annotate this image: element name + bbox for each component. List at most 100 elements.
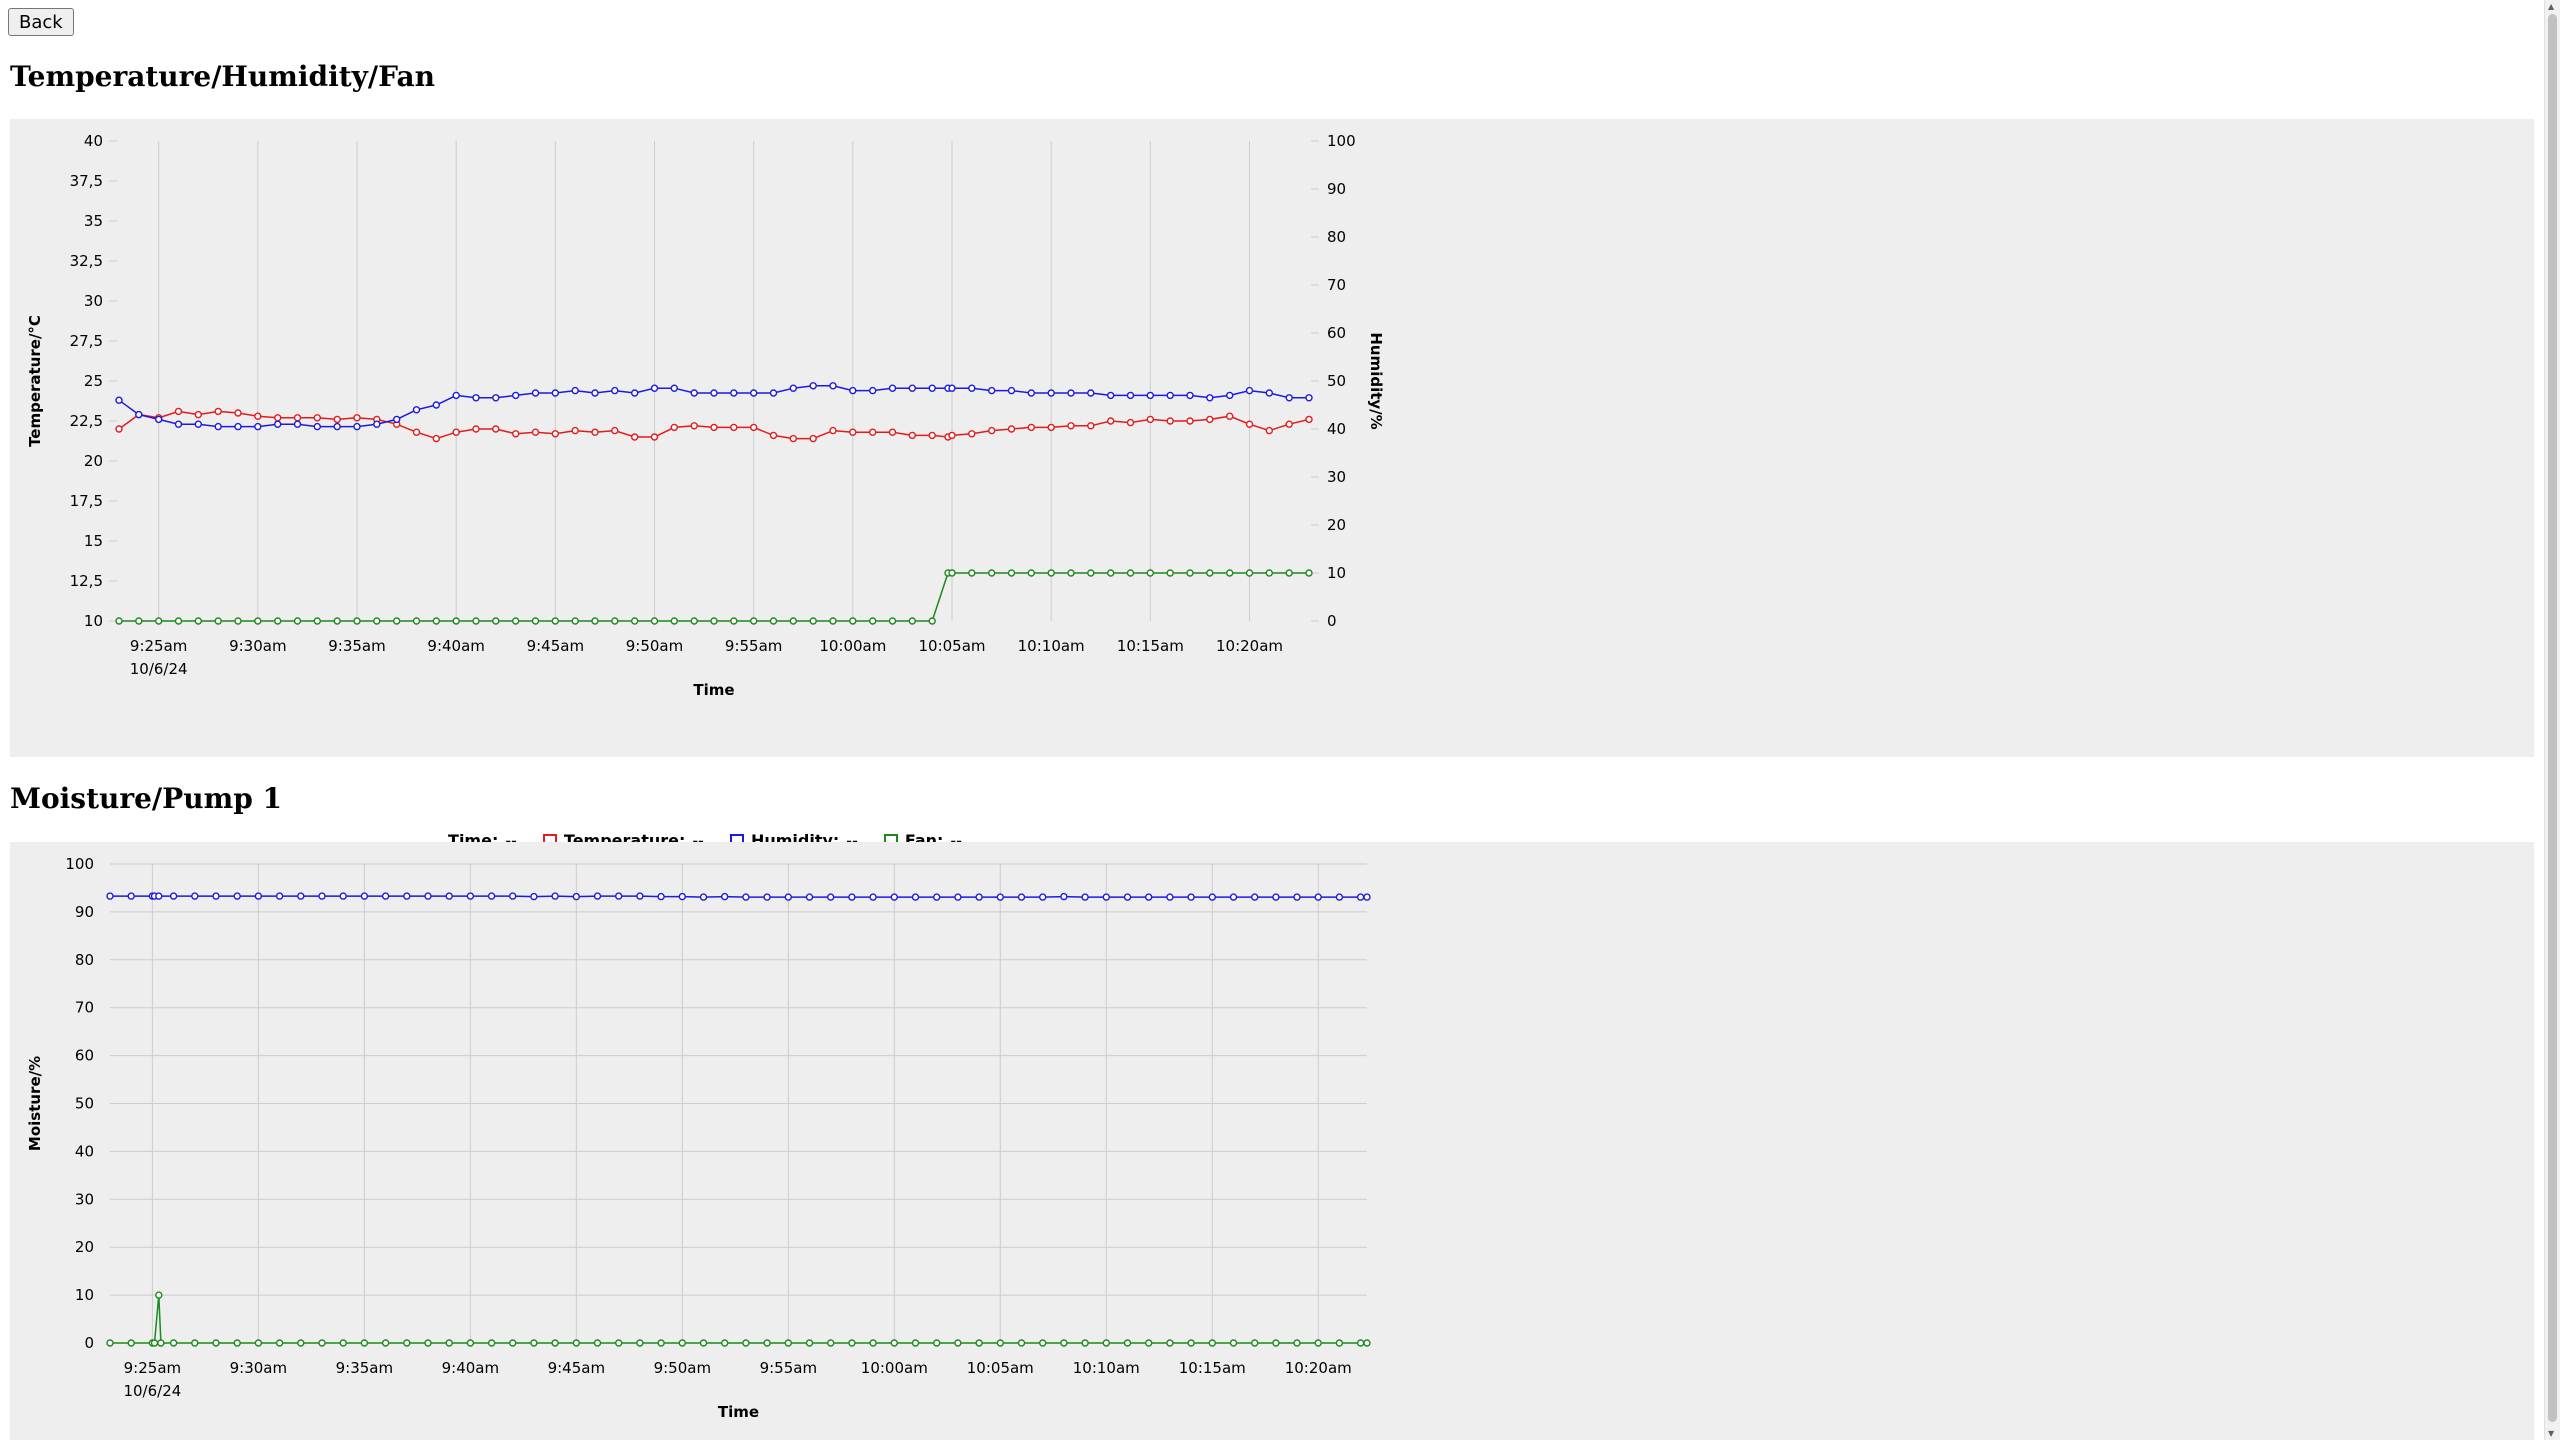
humidity-point xyxy=(333,422,341,431)
fan-point xyxy=(968,569,976,577)
fan-point xyxy=(591,617,599,625)
moisture-point xyxy=(1144,893,1153,901)
humidity-point xyxy=(1027,389,1035,397)
humidity-point xyxy=(829,382,837,390)
legend-fan-value: -- xyxy=(950,831,962,850)
fan-point xyxy=(1285,569,1293,577)
legend-temperature-value: -- xyxy=(692,831,704,850)
pump-1-point xyxy=(1144,1339,1153,1347)
pump-1-point xyxy=(127,1339,135,1347)
moisture-point xyxy=(699,893,708,901)
scroll-up-icon[interactable]: ▲ xyxy=(2548,2,2555,11)
humidity-point xyxy=(1305,394,1313,402)
fan-point xyxy=(393,617,401,625)
temperature-point xyxy=(194,410,203,419)
scroll-down-icon[interactable]: ▼ xyxy=(2548,1429,2555,1438)
pump-1-point xyxy=(381,1339,390,1347)
pump-1-point xyxy=(360,1339,369,1347)
fan-point xyxy=(234,617,242,625)
x-tick-label: 9:55am xyxy=(725,637,783,655)
temperature-point xyxy=(1225,412,1234,420)
temperature-point xyxy=(928,431,936,440)
moisture-point xyxy=(212,892,220,900)
y2-tick-label: 70 xyxy=(1327,276,1346,294)
temperature-point xyxy=(452,428,460,436)
humidity-point xyxy=(888,384,897,392)
temperature-point xyxy=(353,414,361,422)
pump-1-point xyxy=(157,1339,165,1347)
moisture-point xyxy=(975,893,983,901)
pump-1-point xyxy=(233,1339,241,1347)
pump-1-point xyxy=(155,1291,163,1299)
pump-1-point xyxy=(954,1339,962,1347)
moisture-point xyxy=(1081,893,1089,901)
pump-1-point xyxy=(1123,1339,1132,1347)
temperature-point xyxy=(412,428,421,436)
fan-point xyxy=(1166,569,1174,577)
pump-1-point xyxy=(848,1339,856,1347)
temperature-point xyxy=(1027,423,1035,432)
temperature-point xyxy=(1047,423,1055,432)
temperature-point xyxy=(1285,420,1293,428)
x-tick-label: 10:05am xyxy=(967,1359,1034,1377)
humidity-point xyxy=(1047,389,1055,397)
y-tick-label: 12,5 xyxy=(70,572,103,590)
fan-point xyxy=(472,617,480,625)
y2-tick-label: 10 xyxy=(1327,564,1346,582)
humidity-point xyxy=(274,420,282,428)
humidity-point xyxy=(988,386,996,395)
pump-1-point xyxy=(1314,1339,1322,1347)
y-tick-label: 17,5 xyxy=(70,492,103,510)
fan-line xyxy=(119,572,1309,622)
humidity-point xyxy=(1186,391,1194,400)
y-tick-label: 35 xyxy=(84,212,103,230)
moisture-point xyxy=(869,893,877,901)
pump-1-point xyxy=(636,1339,644,1347)
moisture-point xyxy=(318,892,326,900)
pump-1-point xyxy=(699,1339,708,1347)
fan-point xyxy=(1087,569,1095,577)
fan-point xyxy=(988,569,996,577)
pump-1-point xyxy=(318,1339,326,1347)
fan-point xyxy=(849,617,857,625)
moisture-point xyxy=(890,893,898,901)
humidity-point xyxy=(452,391,460,400)
temperature-point xyxy=(789,434,797,443)
humidity-point xyxy=(611,386,619,395)
moisture-point xyxy=(1017,893,1026,901)
scrollbar-thumb[interactable] xyxy=(2548,14,2557,1422)
x-tick-label: 10:00am xyxy=(819,637,886,655)
pump-1-point xyxy=(763,1339,771,1347)
temperature-point xyxy=(650,433,659,441)
x-tick-label: 9:25am xyxy=(124,1359,182,1377)
pump-1-point xyxy=(466,1339,475,1347)
humidity-point xyxy=(571,386,579,395)
fan-point xyxy=(769,617,778,625)
moisture-point xyxy=(509,892,517,900)
y-tick-label: 70 xyxy=(75,999,94,1017)
moisture-point xyxy=(1314,893,1322,901)
moisture-point xyxy=(593,892,602,900)
moisture-point xyxy=(911,893,920,901)
moisture-point xyxy=(1187,893,1195,901)
pump-1-point xyxy=(106,1339,114,1347)
humidity-point xyxy=(234,422,242,431)
humidity-point xyxy=(115,396,123,404)
temperature-point xyxy=(769,431,778,440)
pump-1-point xyxy=(1335,1339,1344,1347)
pump-1-point xyxy=(615,1339,623,1347)
temperature-point xyxy=(988,426,996,435)
fan-point xyxy=(710,617,718,625)
x-tick-label: 10:10am xyxy=(1073,1359,1140,1377)
humidity-point xyxy=(631,389,639,397)
pump-1-point xyxy=(1060,1339,1068,1347)
x-tick-label: 10:05am xyxy=(918,637,985,655)
fan-point xyxy=(531,617,540,625)
back-button[interactable]: Back xyxy=(8,8,74,36)
humidity-point xyxy=(313,422,321,431)
humidity-point xyxy=(1126,391,1135,400)
y-tick-label: 20 xyxy=(75,1238,94,1256)
page-scrollbar[interactable]: ▲ ▼ xyxy=(2544,0,2560,1440)
y-tick-label: 40 xyxy=(84,132,103,150)
moisture-point xyxy=(1293,893,1301,901)
